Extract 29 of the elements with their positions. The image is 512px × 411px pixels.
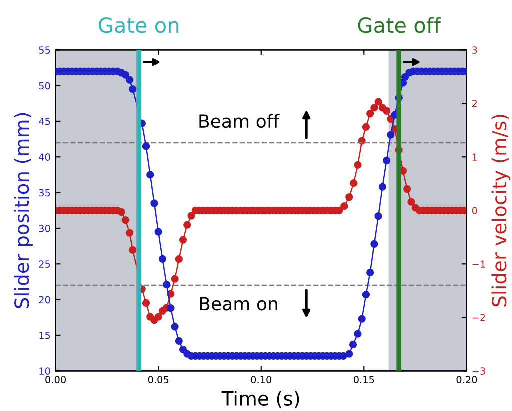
y-tick-label: 30 xyxy=(39,224,50,232)
y2-tick-label: 3 xyxy=(472,46,478,54)
y-tick-label: 25 xyxy=(39,260,50,268)
x-tick-label: 0.05 xyxy=(148,376,169,384)
y2-tick-label: −1 xyxy=(472,260,486,268)
y2-tick-label: 0 xyxy=(472,207,478,214)
x-tick-label: 0.00 xyxy=(46,376,66,384)
y2-tick-label: 1 xyxy=(472,154,478,161)
ref-line-label: Gate on xyxy=(99,18,179,34)
y-tick-label: 40 xyxy=(39,154,50,161)
x-axis-title: Time (s) xyxy=(222,390,300,408)
y-tick-label: 55 xyxy=(39,46,50,54)
ref-line-label: Gate off xyxy=(358,17,442,34)
y2-axis-title: Slider velocity (m/s) xyxy=(492,115,511,307)
y-axis-title: Slider position (mm) xyxy=(14,113,34,308)
y2-tick-label: −2 xyxy=(472,314,486,322)
ref-line-label: Beam on xyxy=(200,297,278,311)
y-tick-label: 20 xyxy=(39,296,50,304)
y-tick-label: 10 xyxy=(40,368,50,375)
x-tick-label: 0.10 xyxy=(251,376,272,384)
y-tick-label: 35 xyxy=(39,189,50,197)
y2-tick-label: −3 xyxy=(472,368,486,375)
x-tick-label: 0.15 xyxy=(354,376,374,384)
y-tick-label: 50 xyxy=(39,82,50,90)
ref-line-label: Beam off xyxy=(200,114,280,128)
x-tick-label: 0.20 xyxy=(456,376,478,384)
y-tick-label: 15 xyxy=(40,332,50,340)
y2-tick-label: 2 xyxy=(472,100,478,108)
y-tick-label: 45 xyxy=(39,118,50,126)
